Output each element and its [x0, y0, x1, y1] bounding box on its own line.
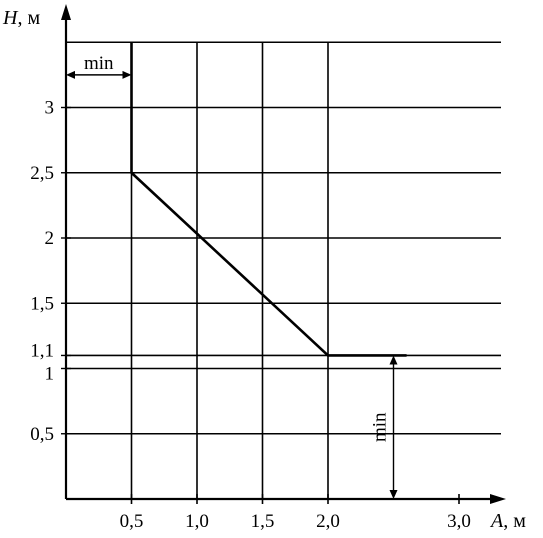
y-tick-label: 2 [45, 228, 55, 249]
gridlines [66, 41, 501, 499]
x-axis-variable: A [489, 510, 504, 532]
x-tick-label: 1,0 [185, 511, 209, 532]
axes [61, 4, 506, 504]
min-arrowhead [389, 490, 398, 499]
y-tick-label: 1,1 [30, 340, 54, 361]
min-arrowhead [122, 70, 132, 79]
y-axis-unit: , м [17, 7, 40, 29]
series-layer [130, 42, 407, 357]
y-tick-label: 1,5 [30, 293, 54, 314]
x-axis-arrow [490, 494, 506, 504]
tick-labels: 0,5 1,0 1,5 2,0 3,0 0,5 1 1,1 1,5 2 2,5 3 [30, 98, 471, 533]
min-arrowhead [66, 70, 75, 79]
series-line [130, 42, 407, 357]
min-label-vertical: min [370, 412, 391, 442]
x-tick-label: 0,5 [120, 511, 144, 532]
y-tick-label: 1 [45, 364, 55, 385]
y-axis-variable: H [2, 7, 19, 29]
annotations: min min [66, 53, 398, 499]
x-tick-label: 1,5 [251, 511, 275, 532]
y-axis-label: H, м [2, 7, 40, 29]
y-axis-arrow [61, 4, 71, 20]
x-tick-label: 2,0 [316, 511, 340, 532]
x-axis-label: A, м [489, 510, 526, 532]
y-tick-label: 3 [45, 98, 55, 119]
x-tick-label: 3,0 [447, 511, 471, 532]
y-tick-label: 0,5 [30, 424, 54, 445]
y-tick-label: 2,5 [30, 163, 54, 184]
x-axis-unit: , м [503, 510, 526, 532]
min-arrowhead [389, 355, 398, 365]
min-label-horizontal: min [84, 53, 114, 74]
